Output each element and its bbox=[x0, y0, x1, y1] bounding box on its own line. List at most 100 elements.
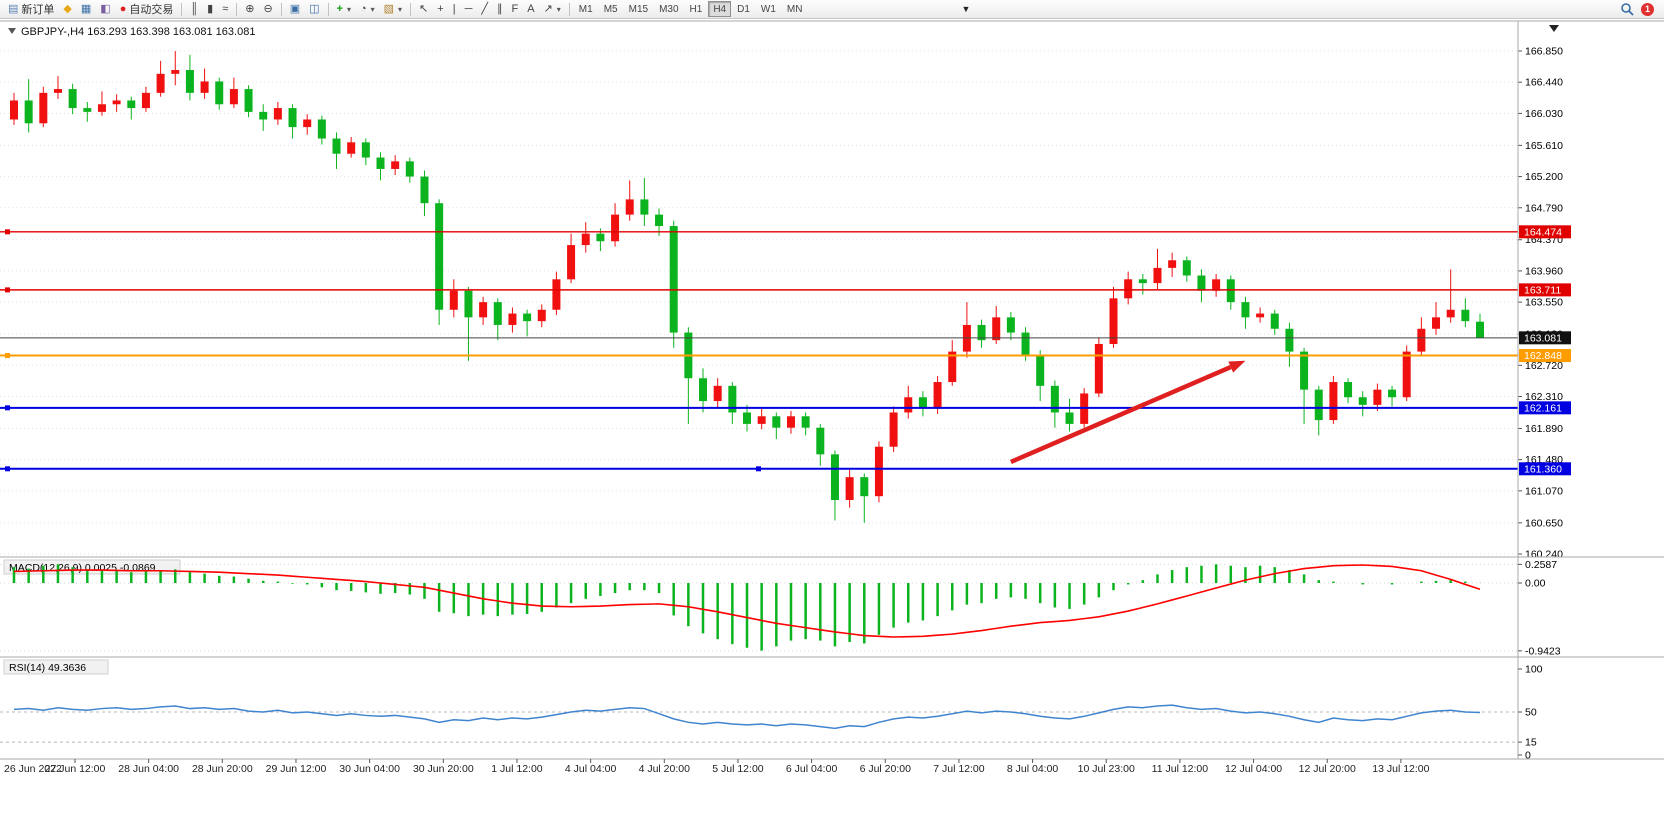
line-chart-icon: ≈ bbox=[222, 2, 229, 15]
svg-text:160.240: 160.240 bbox=[1525, 549, 1563, 561]
trendline-icon: ╱ bbox=[481, 2, 488, 15]
chart-symbol-label: GBPJPY-,H4 163.293 163.398 163.081 163.0… bbox=[8, 26, 255, 38]
crosshair-tool-button[interactable]: + bbox=[433, 1, 447, 17]
market-watch-icon: ◆ bbox=[63, 2, 72, 15]
timeframe-d1-button[interactable]: D1 bbox=[732, 1, 755, 17]
terminal-button[interactable]: ◧ bbox=[96, 1, 114, 17]
svg-text:28 Jun 04:00: 28 Jun 04:00 bbox=[118, 763, 179, 775]
svg-text:6 Jul 20:00: 6 Jul 20:00 bbox=[860, 763, 912, 775]
candlestick-icon: ▮ bbox=[207, 2, 214, 15]
bar-chart-icon: ║ bbox=[190, 2, 199, 15]
svg-text:165.610: 165.610 bbox=[1525, 140, 1563, 152]
svg-text:11 Jul 12:00: 11 Jul 12:00 bbox=[1152, 763, 1209, 775]
zoom-out-button[interactable]: ⊖ bbox=[259, 1, 276, 17]
timeframe-w1-button[interactable]: W1 bbox=[756, 1, 781, 17]
market-watch-button[interactable]: ◆ bbox=[59, 1, 75, 17]
arrow-tools-button[interactable]: ↗ ▾ bbox=[540, 1, 565, 17]
auto-trading-label: 自动交易 bbox=[129, 4, 174, 16]
periods-button[interactable]: ◔ ▾ bbox=[356, 1, 379, 17]
svg-text:GBPJPY-,H4 163.293 163.398 16: GBPJPY-,H4 163.293 163.398 163.081 163.0… bbox=[21, 26, 255, 38]
timeframe-m15-button[interactable]: M15 bbox=[624, 1, 653, 17]
hline-handle[interactable] bbox=[5, 466, 10, 472]
toolbar-separator bbox=[236, 2, 238, 16]
timeframe-m1-button[interactable]: M1 bbox=[574, 1, 598, 17]
auto-trading-button[interactable]: ● 自动交易 bbox=[116, 1, 178, 17]
timeframe-m30-button[interactable]: M30 bbox=[654, 1, 683, 17]
svg-text:12 Jul 20:00: 12 Jul 20:00 bbox=[1299, 763, 1356, 775]
trend-arrow[interactable] bbox=[1009, 360, 1246, 465]
new-order-button[interactable]: ▤ 新订单 bbox=[4, 1, 58, 17]
svg-text:15: 15 bbox=[1525, 737, 1537, 749]
svg-text:162.161: 162.161 bbox=[1524, 402, 1562, 414]
chart-shift-marker-icon[interactable] bbox=[1549, 25, 1559, 32]
fibonacci-tool-button[interactable]: F bbox=[507, 1, 522, 17]
text-tool-button[interactable]: A bbox=[523, 1, 538, 17]
channel-icon: ∥ bbox=[496, 2, 503, 15]
bar-chart-button[interactable]: ║ bbox=[186, 1, 202, 17]
svg-text:100: 100 bbox=[1525, 664, 1543, 676]
tile-windows-button[interactable]: ▣ bbox=[286, 1, 304, 17]
chevron-down-icon[interactable] bbox=[8, 28, 16, 34]
horizontal-line-tool-button[interactable]: ─ bbox=[461, 1, 477, 17]
hline-161.360[interactable] bbox=[0, 466, 1518, 472]
hline-163.711[interactable] bbox=[0, 287, 1518, 293]
cursor-icon: ↖ bbox=[419, 2, 429, 15]
svg-text:1 Jul 12:00: 1 Jul 12:00 bbox=[491, 763, 543, 775]
toolbar-overflow-button[interactable]: ▼ bbox=[958, 1, 973, 17]
timeframe-h1-button[interactable]: H1 bbox=[685, 1, 708, 17]
svg-text:162.848: 162.848 bbox=[1524, 350, 1562, 362]
svg-text:4 Jul 04:00: 4 Jul 04:00 bbox=[565, 763, 617, 775]
chevron-down-icon: ▾ bbox=[556, 4, 561, 14]
navigator-icon: ▦ bbox=[80, 2, 92, 15]
hline-handle[interactable] bbox=[756, 466, 761, 472]
svg-text:164.474: 164.474 bbox=[1524, 226, 1562, 238]
price-badge-164.474: 164.474 bbox=[1519, 225, 1571, 239]
svg-text:28 Jun 20:00: 28 Jun 20:00 bbox=[192, 763, 253, 775]
toolbar-separator bbox=[280, 2, 282, 16]
svg-text:161.070: 161.070 bbox=[1525, 485, 1563, 497]
vertical-line-tool-button[interactable]: | bbox=[449, 1, 460, 17]
indicators-button[interactable]: + ▾ bbox=[333, 1, 355, 17]
new-order-icon: ▤ bbox=[8, 2, 19, 15]
svg-text:166.030: 166.030 bbox=[1525, 108, 1563, 120]
macd-label: MACD(12,26,9) 0.0025 -0.0869 bbox=[9, 562, 156, 574]
timeframe-mn-button[interactable]: MN bbox=[782, 1, 808, 17]
hline-162.161[interactable] bbox=[0, 405, 1518, 411]
search-icon[interactable] bbox=[1620, 2, 1634, 16]
navigator-button[interactable]: ▦ bbox=[77, 1, 95, 17]
hline-162.848[interactable] bbox=[0, 353, 1518, 359]
tile-windows-icon: ▣ bbox=[289, 2, 301, 15]
hline-164.474[interactable] bbox=[0, 229, 1518, 235]
indicators-icon: + bbox=[336, 2, 343, 15]
notification-badge[interactable]: 1 bbox=[1641, 2, 1654, 16]
svg-text:162.310: 162.310 bbox=[1525, 391, 1563, 403]
timeframe-m5-button[interactable]: M5 bbox=[599, 1, 623, 17]
hline-handle[interactable] bbox=[5, 229, 10, 235]
trendline-tool-button[interactable]: ╱ bbox=[477, 1, 492, 17]
cascade-windows-button[interactable]: ◫ bbox=[305, 1, 323, 17]
svg-text:8 Jul 04:00: 8 Jul 04:00 bbox=[1007, 763, 1059, 775]
candlestick-chart-button[interactable]: ▮ bbox=[203, 1, 217, 17]
hline-handle[interactable] bbox=[5, 405, 10, 411]
price-chart[interactable]: 166.850 166.440 166.030 165.610 165.200 164.7… bbox=[0, 19, 1664, 829]
price-badge-161.360: 161.360 bbox=[1519, 462, 1571, 476]
new-order-label: 新订单 bbox=[21, 4, 55, 16]
toolbar-separator bbox=[327, 2, 329, 16]
svg-text:26 Jun 2022: 26 Jun 2022 bbox=[4, 763, 62, 775]
rsi-label: RSI(14) 49.3636 bbox=[9, 662, 86, 674]
price-badge-163.081: 163.081 bbox=[1519, 331, 1571, 345]
hline-handle[interactable] bbox=[5, 287, 10, 293]
timeframe-h4-button[interactable]: H4 bbox=[708, 1, 732, 17]
svg-text:50: 50 bbox=[1525, 707, 1537, 719]
svg-text:0: 0 bbox=[1525, 750, 1531, 762]
line-chart-button[interactable]: ≈ bbox=[218, 1, 232, 17]
toolbar-separator bbox=[410, 2, 412, 16]
hline-handle[interactable] bbox=[5, 353, 10, 359]
cursor-tool-button[interactable]: ↖ bbox=[415, 1, 432, 17]
templates-button[interactable]: ▧ ▾ bbox=[380, 1, 406, 17]
svg-text:163.550: 163.550 bbox=[1525, 297, 1563, 309]
svg-text:30 Jun 20:00: 30 Jun 20:00 bbox=[413, 763, 474, 775]
zoom-in-button[interactable]: ⊕ bbox=[241, 1, 258, 17]
channel-tool-button[interactable]: ∥ bbox=[493, 1, 507, 17]
